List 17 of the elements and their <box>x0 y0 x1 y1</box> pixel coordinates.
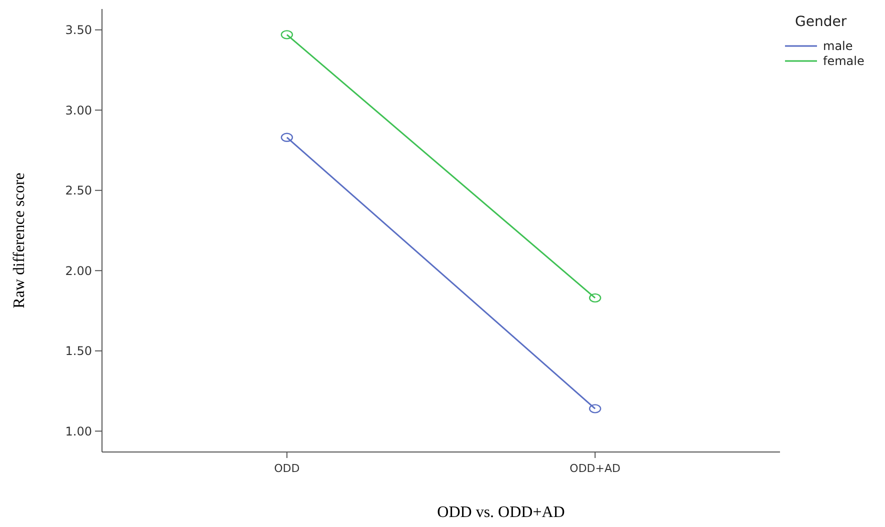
x-tick-label: ODD+AD <box>570 462 620 475</box>
point <box>588 404 602 414</box>
point <box>280 30 294 40</box>
y-tick-label: 3.00 <box>65 103 92 118</box>
x-tick-label: ODD <box>274 462 300 475</box>
y-tick-label: 1.00 <box>65 424 92 438</box>
y-tick-label: 2.50 <box>65 184 92 198</box>
x-axis-title: ODD vs. ODD+AD <box>437 504 565 521</box>
legend-label: female <box>823 54 864 68</box>
y-tick-label: 3.50 <box>65 23 92 38</box>
y-tick-label: 2.00 <box>65 264 92 278</box>
point <box>588 293 602 303</box>
legend-label: male <box>823 39 853 54</box>
legend-title: Gender <box>795 14 847 30</box>
y-tick-label: 1.50 <box>65 344 92 358</box>
point <box>280 132 294 142</box>
y-axis-title: Raw difference score <box>11 172 28 308</box>
